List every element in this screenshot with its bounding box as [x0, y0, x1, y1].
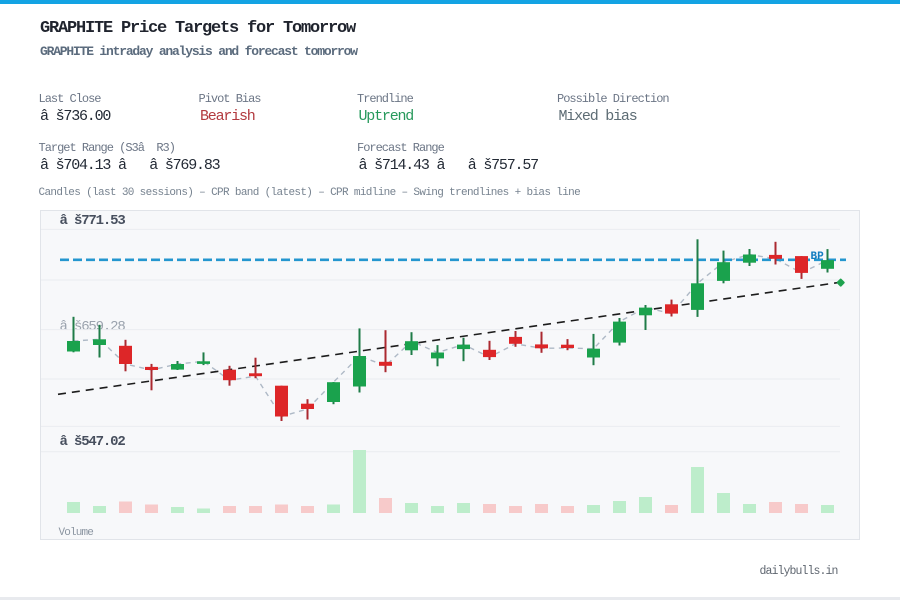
svg-text:BP: BP [811, 251, 825, 263]
